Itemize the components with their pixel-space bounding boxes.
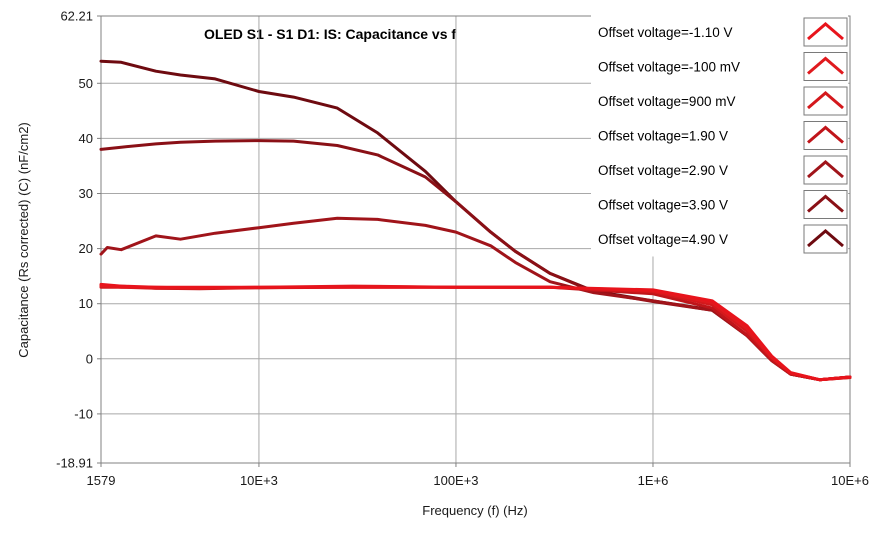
x-tick-label: 10E+6 [831,473,869,488]
legend-label: Offset voltage=2.90 V [598,163,728,178]
legend-label: Offset voltage=1.90 V [598,129,728,144]
legend-swatch-line [807,91,844,110]
legend-swatch-line [807,160,844,179]
x-tick-label: 10E+3 [240,473,278,488]
legend-swatch-line [807,229,844,248]
legend-swatch [803,155,848,185]
y-tick-label: 40 [79,131,93,146]
legend-label: Offset voltage=-1.10 V [598,25,732,40]
y-axis-title: Capacitance (Rs corrected) (C) (nF/cm2) [16,122,31,358]
grid [101,16,850,463]
series-line [99,284,852,382]
legend-label: Offset voltage=4.90 V [598,232,728,247]
legend-label: Offset voltage=900 mV [598,94,735,109]
legend-swatch-line [807,22,844,41]
y-tick-label: 62.21 [60,9,93,24]
series-line [99,282,852,382]
legend: Offset voltage=-1.10 V Offset voltage=-10… [591,15,848,257]
legend-swatch-line [807,194,844,213]
y-tick-label: 50 [79,76,93,91]
legend-label: Offset voltage=-100 mV [598,60,740,75]
legend-label: Offset voltage=3.90 V [598,198,728,213]
y-tick-label: -10 [74,406,93,421]
y-tick-label: -18.91 [56,456,93,471]
legend-swatch-line [807,56,844,75]
y-tick-label: 20 [79,241,93,256]
x-tick-label: 100E+3 [433,473,478,488]
x-tick-label: 1E+6 [638,473,669,488]
series-line [99,285,852,382]
series-line [99,284,852,382]
y-tick-label: 10 [79,296,93,311]
series-lines [99,59,852,382]
y-axis-ticks: 62.21 50 40 30 20 10 0 -10 -18.91 [56,9,101,471]
y-tick-label: 0 [86,351,93,366]
x-axis-title: Frequency (f) (Hz) [422,503,527,518]
y-tick-label: 30 [79,186,93,201]
x-tick-label: 1579 [87,473,116,488]
chart-title: OLED S1 - S1 D1: IS: Capacitance vs f [204,26,456,42]
legend-swatch-line [807,125,844,144]
x-axis-ticks: 1579 10E+3 100E+3 1E+6 10E+6 [87,463,869,488]
plot-frame [100,15,851,464]
